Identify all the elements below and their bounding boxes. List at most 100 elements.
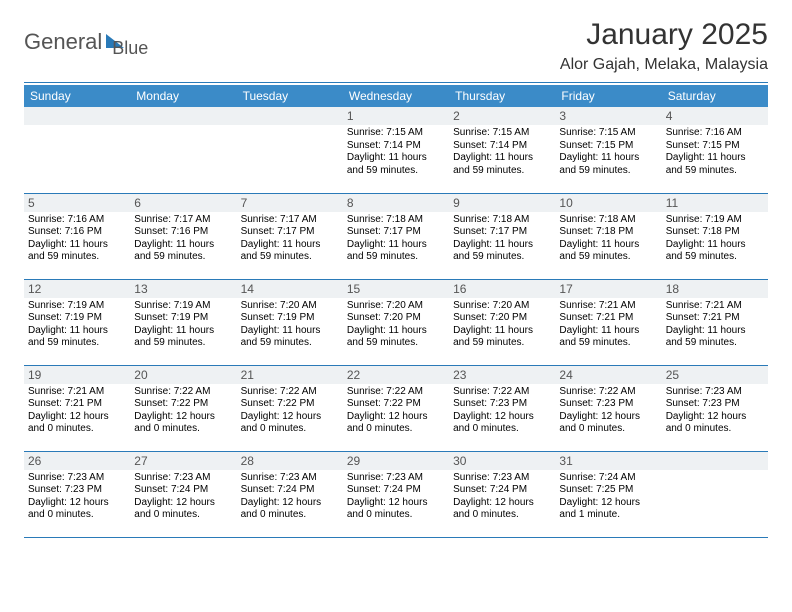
day-info: Sunrise: 7:21 AMSunset: 7:21 PMDaylight:… [28, 386, 126, 436]
day-info: Sunrise: 7:22 AMSunset: 7:22 PMDaylight:… [347, 386, 445, 436]
daylight-text: Daylight: 11 hours and 59 minutes. [559, 325, 657, 350]
sunrise-text: Sunrise: 7:19 AM [134, 300, 232, 313]
sunset-text: Sunset: 7:19 PM [134, 312, 232, 325]
day-number [130, 107, 236, 125]
day-info: Sunrise: 7:21 AMSunset: 7:21 PMDaylight:… [666, 300, 764, 350]
sunset-text: Sunset: 7:21 PM [559, 312, 657, 325]
sunrise-text: Sunrise: 7:22 AM [134, 386, 232, 399]
sunrise-text: Sunrise: 7:24 AM [559, 472, 657, 485]
daylight-text: Daylight: 12 hours and 0 minutes. [134, 411, 232, 436]
calendar-day-cell: 14Sunrise: 7:20 AMSunset: 7:19 PMDayligh… [237, 279, 343, 365]
day-info: Sunrise: 7:20 AMSunset: 7:19 PMDaylight:… [241, 300, 339, 350]
day-info: Sunrise: 7:19 AMSunset: 7:19 PMDaylight:… [134, 300, 232, 350]
sunset-text: Sunset: 7:14 PM [347, 140, 445, 153]
calendar-week-row: 26 Sunrise: 7:23 AMSunset: 7:23 PMDayligh… [24, 451, 768, 537]
day-info: Sunrise: 7:16 AMSunset: 7:16 PMDaylight:… [28, 214, 126, 264]
day-number: 8 [343, 194, 449, 212]
sunrise-text: Sunrise: 7:22 AM [241, 386, 339, 399]
calendar-day-cell: 28Sunrise: 7:23 AMSunset: 7:24 PMDayligh… [237, 451, 343, 537]
calendar-day-cell: 9Sunrise: 7:18 AMSunset: 7:17 PMDaylight… [449, 193, 555, 279]
day-number: 16 [449, 280, 555, 298]
location-subtitle: Alor Gajah, Melaka, Malaysia [560, 56, 768, 74]
day-number: 18 [662, 280, 768, 298]
sunset-text: Sunset: 7:22 PM [241, 398, 339, 411]
sunrise-text: Sunrise: 7:23 AM [134, 472, 232, 485]
sunrise-text: Sunrise: 7:23 AM [347, 472, 445, 485]
daylight-text: Daylight: 11 hours and 59 minutes. [559, 152, 657, 177]
day-info: Sunrise: 7:23 AMSunset: 7:24 PMDaylight:… [453, 472, 551, 522]
day-number: 12 [24, 280, 130, 298]
sunset-text: Sunset: 7:18 PM [559, 226, 657, 239]
sunrise-text: Sunrise: 7:15 AM [347, 127, 445, 140]
sunrise-text: Sunrise: 7:20 AM [347, 300, 445, 313]
sunset-text: Sunset: 7:21 PM [666, 312, 764, 325]
day-number: 15 [343, 280, 449, 298]
day-number: 19 [24, 366, 130, 384]
daylight-text: Daylight: 11 hours and 59 minutes. [28, 325, 126, 350]
day-number: 23 [449, 366, 555, 384]
daylight-text: Daylight: 12 hours and 0 minutes. [347, 497, 445, 522]
day-number [237, 107, 343, 125]
sunrise-text: Sunrise: 7:18 AM [347, 214, 445, 227]
day-number: 29 [343, 452, 449, 470]
calendar-week-row: 1Sunrise: 7:15 AMSunset: 7:14 PMDaylight… [24, 107, 768, 193]
day-info: Sunrise: 7:19 AMSunset: 7:18 PMDaylight:… [666, 214, 764, 264]
day-number: 5 [24, 194, 130, 212]
sunrise-text: Sunrise: 7:23 AM [666, 386, 764, 399]
weekday-header: Saturday [662, 85, 768, 107]
day-number: 13 [130, 280, 236, 298]
calendar-day-cell [662, 451, 768, 537]
sunset-text: Sunset: 7:16 PM [134, 226, 232, 239]
calendar-day-cell: 27Sunrise: 7:23 AMSunset: 7:24 PMDayligh… [130, 451, 236, 537]
day-number: 3 [555, 107, 661, 125]
calendar-day-cell: 31Sunrise: 7:24 AMSunset: 7:25 PMDayligh… [555, 451, 661, 537]
sunset-text: Sunset: 7:21 PM [28, 398, 126, 411]
sunset-text: Sunset: 7:22 PM [134, 398, 232, 411]
day-info: Sunrise: 7:23 AMSunset: 7:23 PMDaylight:… [28, 472, 126, 522]
daylight-text: Daylight: 12 hours and 0 minutes. [28, 411, 126, 436]
sunrise-text: Sunrise: 7:23 AM [28, 472, 126, 485]
calendar-day-cell: 11Sunrise: 7:19 AMSunset: 7:18 PMDayligh… [662, 193, 768, 279]
calendar-day-cell: 3Sunrise: 7:15 AMSunset: 7:15 PMDaylight… [555, 107, 661, 193]
sunset-text: Sunset: 7:17 PM [241, 226, 339, 239]
day-number: 22 [343, 366, 449, 384]
calendar-day-cell: 24Sunrise: 7:22 AMSunset: 7:23 PMDayligh… [555, 365, 661, 451]
sunset-text: Sunset: 7:23 PM [559, 398, 657, 411]
calendar-day-cell: 16Sunrise: 7:20 AMSunset: 7:20 PMDayligh… [449, 279, 555, 365]
day-number: 9 [449, 194, 555, 212]
sunset-text: Sunset: 7:17 PM [453, 226, 551, 239]
day-info: Sunrise: 7:15 AMSunset: 7:14 PMDaylight:… [453, 127, 551, 177]
day-info: Sunrise: 7:24 AMSunset: 7:25 PMDaylight:… [559, 472, 657, 522]
day-info: Sunrise: 7:23 AMSunset: 7:23 PMDaylight:… [666, 386, 764, 436]
day-number: 26 [24, 452, 130, 470]
daylight-text: Daylight: 12 hours and 0 minutes. [666, 411, 764, 436]
calendar-day-cell: 19 Sunrise: 7:21 AMSunset: 7:21 PMDayligh… [24, 365, 130, 451]
brand-word1: General [24, 29, 102, 55]
sunrise-text: Sunrise: 7:18 AM [559, 214, 657, 227]
calendar-day-cell: 15 Sunrise: 7:20 AMSunset: 7:20 PMDayligh… [343, 279, 449, 365]
sunset-text: Sunset: 7:16 PM [28, 226, 126, 239]
day-number: 4 [662, 107, 768, 125]
calendar-day-cell: 1Sunrise: 7:15 AMSunset: 7:14 PMDaylight… [343, 107, 449, 193]
day-number: 7 [237, 194, 343, 212]
calendar-day-cell: 5 Sunrise: 7:16 AMSunset: 7:16 PMDaylight… [24, 193, 130, 279]
day-number: 28 [237, 452, 343, 470]
day-number: 17 [555, 280, 661, 298]
daylight-text: Daylight: 11 hours and 59 minutes. [347, 325, 445, 350]
weekday-header: Thursday [449, 85, 555, 107]
day-info: Sunrise: 7:22 AMSunset: 7:23 PMDaylight:… [559, 386, 657, 436]
day-info: Sunrise: 7:19 AMSunset: 7:19 PMDaylight:… [28, 300, 126, 350]
header: General Blue January 2025 Alor Gajah, Me… [24, 18, 768, 74]
sunrise-text: Sunrise: 7:16 AM [28, 214, 126, 227]
day-info: Sunrise: 7:20 AMSunset: 7:20 PMDaylight:… [347, 300, 445, 350]
day-number: 27 [130, 452, 236, 470]
calendar-day-cell: 12 Sunrise: 7:19 AMSunset: 7:19 PMDayligh… [24, 279, 130, 365]
day-info: Sunrise: 7:18 AMSunset: 7:17 PMDaylight:… [347, 214, 445, 264]
calendar-day-cell: 21Sunrise: 7:22 AMSunset: 7:22 PMDayligh… [237, 365, 343, 451]
daylight-text: Daylight: 11 hours and 59 minutes. [453, 239, 551, 264]
sunrise-text: Sunrise: 7:23 AM [241, 472, 339, 485]
weekday-header: Tuesday [237, 85, 343, 107]
sunset-text: Sunset: 7:15 PM [559, 140, 657, 153]
daylight-text: Daylight: 12 hours and 0 minutes. [347, 411, 445, 436]
sunset-text: Sunset: 7:15 PM [666, 140, 764, 153]
